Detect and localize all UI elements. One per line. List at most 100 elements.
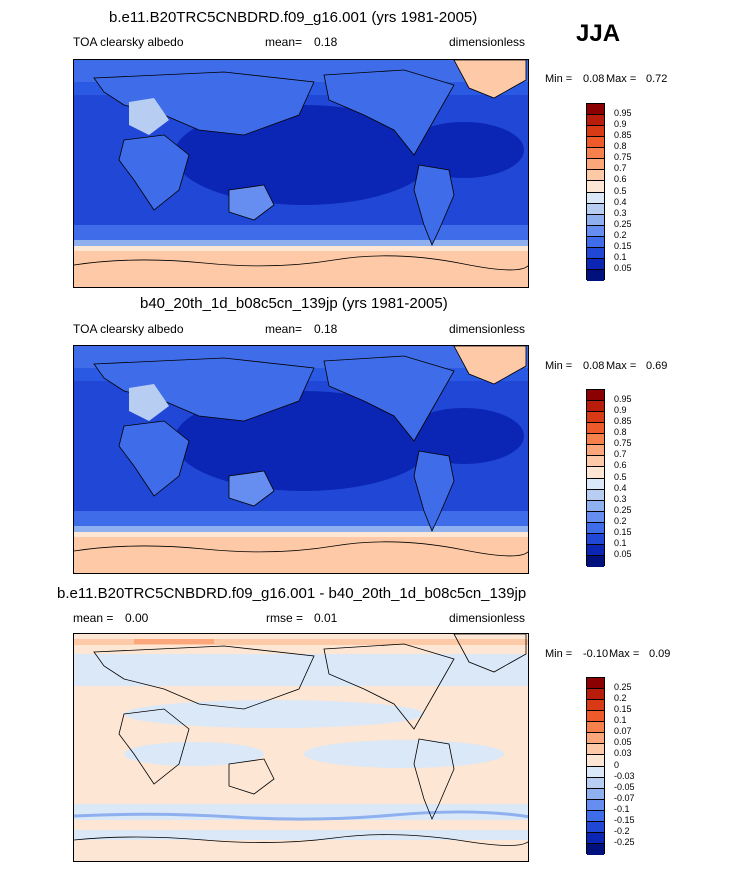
colorbar-tick-label: 0.25 xyxy=(614,504,632,515)
colorbar-swatch xyxy=(587,258,604,270)
panel1-units: dimensionless xyxy=(449,35,526,49)
colorbar-swatch xyxy=(587,555,604,567)
colorbar-tick-label: 0.85 xyxy=(614,416,632,427)
colorbar-tick-label: 0.25 xyxy=(614,682,632,693)
panel1-mean-label: mean= xyxy=(265,35,303,49)
colorbar-tick-label: -0.07 xyxy=(614,792,635,803)
colorbar-swatch xyxy=(587,434,604,446)
colorbar-swatch xyxy=(587,843,604,855)
colorbar-swatch xyxy=(587,148,604,160)
colorbar-swatch xyxy=(587,810,604,822)
colorbar-tick-label: 0.05 xyxy=(614,548,632,559)
colorbar-swatch xyxy=(587,225,604,237)
panel2-mean-value: 0.18 xyxy=(314,322,338,336)
colorbar-tick-label: -0.03 xyxy=(614,770,635,781)
colorbar-swatch xyxy=(587,214,604,226)
panel2-mean-label: mean= xyxy=(265,322,303,336)
colorbar-tick-label: 0.03 xyxy=(614,748,632,759)
panel3-max-label: Max = xyxy=(609,648,640,660)
colorbar-swatch xyxy=(587,722,604,734)
colorbar-swatch xyxy=(587,777,604,789)
panel3-rmse-label: rmse = xyxy=(266,611,304,625)
colorbar-tick-label: 0.95 xyxy=(614,394,632,405)
colorbar-swatch xyxy=(587,269,604,281)
colorbar-swatch xyxy=(587,423,604,435)
colorbar-tick-label: -0.15 xyxy=(614,814,635,825)
colorbar-swatch xyxy=(587,236,604,248)
colorbar-swatch xyxy=(587,544,604,556)
colorbar-tick-label: 0.5 xyxy=(614,185,627,196)
panel3-colorbar xyxy=(586,677,605,855)
colorbar-tick-label: 0.1 xyxy=(614,537,627,548)
colorbar-swatch xyxy=(587,126,604,138)
season-label: JJA xyxy=(576,20,621,47)
panel2-variable: TOA clearsky albedo xyxy=(73,322,184,336)
colorbar-tick-label: 0.8 xyxy=(614,427,627,438)
panel3-min-value: -0.10 xyxy=(583,648,609,660)
colorbar-tick-label: 0.85 xyxy=(614,130,632,141)
panel2-min-label: Min = xyxy=(545,360,573,372)
colorbar-swatch xyxy=(587,700,604,712)
colorbar-tick-label: 0.2 xyxy=(614,693,627,704)
panel3-rmse-value: 0.01 xyxy=(314,611,338,625)
panel1-max-label: Max = xyxy=(606,73,637,85)
colorbar-tick-label: 0.7 xyxy=(614,449,627,460)
colorbar-swatch xyxy=(587,489,604,501)
panel1-map xyxy=(73,59,529,288)
colorbar-tick-label: 0.2 xyxy=(614,229,627,240)
colorbar-tick-label: 0.3 xyxy=(614,493,627,504)
colorbar-swatch xyxy=(587,445,604,457)
colorbar-swatch xyxy=(587,478,604,490)
panel3-mean-label: mean = xyxy=(73,611,114,625)
panel2-max-value: 0.69 xyxy=(646,360,668,372)
colorbar-swatch xyxy=(587,832,604,844)
colorbar-tick-label: 0.25 xyxy=(614,218,632,229)
panel3-map-svg xyxy=(74,634,528,861)
colorbar-swatch xyxy=(587,821,604,833)
colorbar-swatch xyxy=(587,511,604,523)
colorbar-swatch xyxy=(587,247,604,259)
panel1-title: b.e11.B20TRC5CNBDRD.f09_g16.001 (yrs 198… xyxy=(109,9,478,26)
colorbar-tick-label: 0.15 xyxy=(614,704,632,715)
colorbar-tick-label: 0.05 xyxy=(614,737,632,748)
colorbar-tick-label: 0.05 xyxy=(614,262,632,273)
panel2-max-label: Max = xyxy=(606,360,637,372)
colorbar-swatch xyxy=(587,755,604,767)
colorbar-tick-label: 0 xyxy=(614,759,620,770)
colorbar-tick-label: 0.8 xyxy=(614,141,627,152)
panel2-colorbar xyxy=(586,389,605,567)
colorbar-tick-label: -0.1 xyxy=(614,803,630,814)
colorbar-tick-label: 0.75 xyxy=(614,152,632,163)
panel2-map-svg xyxy=(74,346,528,573)
colorbar-tick-label: 0.15 xyxy=(614,240,632,251)
colorbar-tick-label: 0.4 xyxy=(614,482,627,493)
panel1-map-svg xyxy=(74,60,528,287)
colorbar-swatch xyxy=(587,203,604,215)
colorbar-tick-label: 0.15 xyxy=(614,526,632,537)
colorbar-swatch xyxy=(587,522,604,534)
colorbar-tick-label: 0.75 xyxy=(614,438,632,449)
colorbar-swatch xyxy=(587,689,604,701)
panel2-min-value: 0.08 xyxy=(583,360,605,372)
panel3-units: dimensionless xyxy=(449,611,526,625)
colorbar-swatch xyxy=(587,456,604,468)
colorbar-swatch xyxy=(587,104,604,116)
colorbar-tick-label: 0.2 xyxy=(614,515,627,526)
colorbar-swatch xyxy=(587,170,604,182)
panel1-variable: TOA clearsky albedo xyxy=(73,35,184,49)
colorbar-tick-label: 0.4 xyxy=(614,196,627,207)
colorbar-tick-label: 0.1 xyxy=(614,715,627,726)
colorbar-tick-label: 0.1 xyxy=(614,251,627,262)
colorbar-swatch xyxy=(587,137,604,149)
panel2-map xyxy=(73,345,529,574)
panel3-max-value: 0.09 xyxy=(649,648,671,660)
colorbar-tick-label: 0.5 xyxy=(614,471,627,482)
colorbar-swatch xyxy=(587,159,604,171)
colorbar-swatch xyxy=(587,192,604,204)
colorbar-tick-label: 0.95 xyxy=(614,108,632,119)
colorbar-swatch xyxy=(587,115,604,127)
colorbar-tick-label: 0.07 xyxy=(614,726,632,737)
colorbar-swatch xyxy=(587,181,604,193)
colorbar-swatch xyxy=(587,766,604,778)
colorbar-swatch xyxy=(587,401,604,413)
